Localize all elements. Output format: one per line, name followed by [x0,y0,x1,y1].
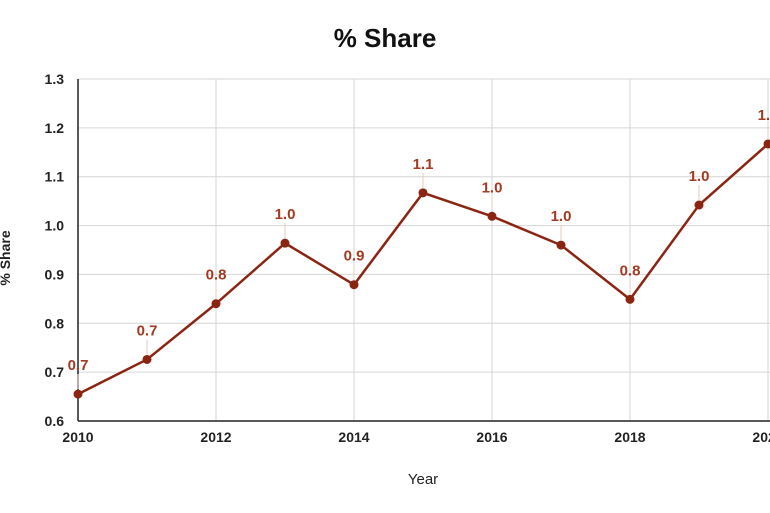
data-point [211,299,221,309]
data-point [349,280,359,290]
y-tick-label: 0.7 [45,364,65,380]
x-tick-label: 2016 [476,429,507,445]
data-point [556,240,566,250]
data-point [625,294,635,304]
data-point [73,389,83,399]
data-label: 0.9 [344,248,365,265]
x-tick-label: 2010 [62,429,93,445]
data-label: 0.7 [68,357,89,374]
data-label: 1.0 [551,208,572,225]
y-axis-title: % Share [0,230,13,285]
data-label: 0.7 [137,322,158,339]
data-point [418,188,428,198]
tick-labels: 0.6 0.7 0.8 0.9 1.0 1.1 1.2 1.3 2010 2012 2014 2016… [45,71,770,445]
data-point [142,354,152,364]
data-point [487,211,497,221]
x-tick-label: 2018 [614,429,645,445]
x-tick-label: 2020 [752,429,770,445]
data-label: 1.1 [413,156,434,173]
y-tick-label: 1.2 [45,120,65,136]
y-tick-label: 0.9 [45,266,65,282]
x-tick-label: 2014 [338,429,369,445]
data-labels: 0.7 0.7 0.8 1.0 0.9 1.1 1.0 1.0 0.8 1.0 1.2 [68,107,770,390]
y-tick-label: 0.6 [45,413,65,429]
y-tick-label: 1.3 [45,71,65,87]
data-label: 1.2 [758,107,770,124]
data-label: 1.0 [482,179,503,196]
data-point [763,139,770,149]
y-tick-label: 1.1 [45,169,65,185]
x-axis-title: Year [408,471,438,488]
y-tick-label: 0.8 [45,315,65,331]
data-label: 0.8 [206,267,227,284]
chart-title: % Share [334,23,437,53]
data-label: 1.0 [275,206,296,223]
x-tick-label: 2012 [200,429,231,445]
y-tick-label: 1.0 [45,218,65,234]
series [73,139,770,399]
data-point [694,200,704,210]
data-label: 1.0 [689,168,710,185]
data-label: 0.8 [620,262,641,279]
axes [77,79,770,422]
data-point [280,238,290,248]
